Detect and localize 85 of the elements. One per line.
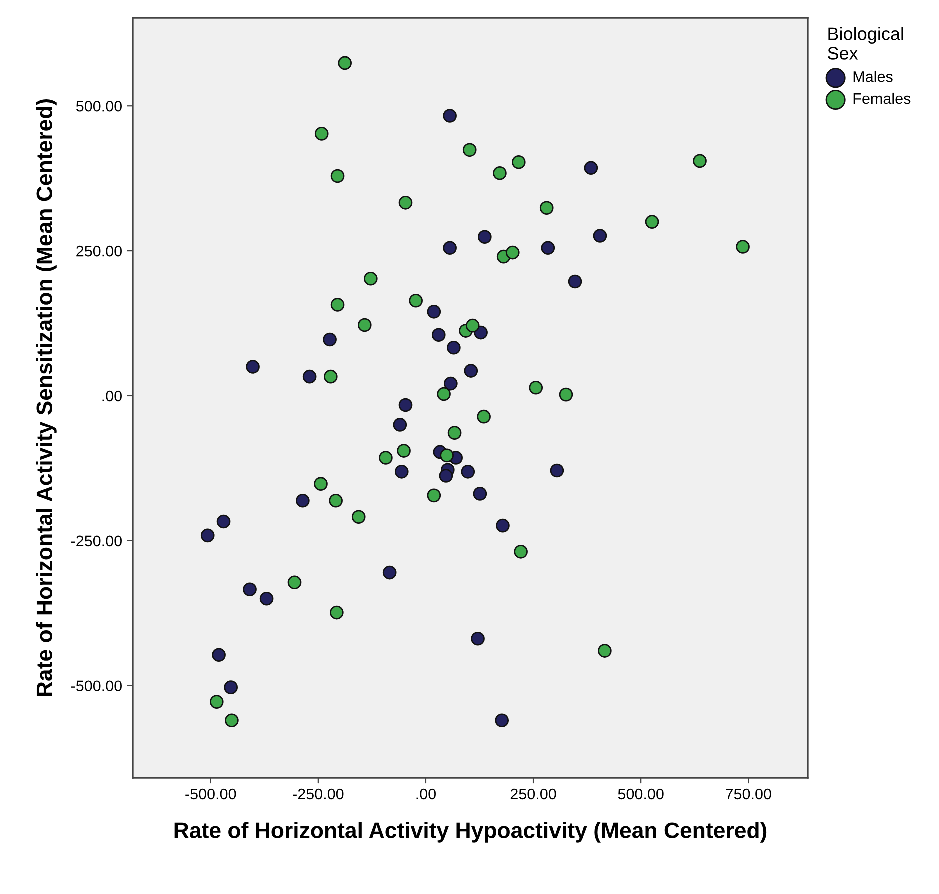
- x-tick-label: -250.00: [293, 788, 344, 800]
- point: [330, 169, 345, 184]
- x-tick-label: .00: [416, 788, 436, 800]
- point: [224, 680, 238, 694]
- y-tick-label: .00: [102, 390, 122, 402]
- point: [210, 695, 224, 709]
- point: [394, 465, 409, 479]
- x-tick-label: 750.00: [726, 788, 772, 800]
- point: [296, 494, 310, 508]
- y-tick-label: 500.00: [76, 100, 122, 112]
- legend-label: Females: [854, 92, 911, 104]
- x-tick-label: 500.00: [618, 788, 664, 800]
- point: [379, 451, 393, 465]
- point: [593, 229, 608, 243]
- point: [529, 380, 544, 395]
- y-tick-label: -500.00: [71, 680, 122, 692]
- point: [645, 215, 660, 229]
- x-tick-label: -500.00: [186, 788, 236, 800]
- point: [352, 510, 366, 524]
- point: [314, 127, 329, 141]
- point: [364, 272, 378, 286]
- point: [323, 332, 337, 347]
- point: [559, 388, 574, 402]
- point: [477, 410, 491, 424]
- point: [302, 370, 317, 384]
- point: [693, 154, 707, 168]
- point: [212, 648, 226, 662]
- point: [736, 240, 750, 254]
- point: [493, 166, 507, 180]
- point: [314, 477, 328, 491]
- point: [330, 298, 345, 312]
- point: [427, 305, 442, 319]
- point: [506, 246, 520, 260]
- point: [440, 448, 454, 463]
- x-tick-label: 250.00: [510, 788, 556, 800]
- y-tick-label: 250.00: [76, 246, 122, 257]
- point: [437, 387, 451, 402]
- point: [443, 109, 457, 123]
- legend-label: Males: [854, 71, 893, 82]
- point: [398, 196, 413, 210]
- point: [461, 465, 476, 479]
- point: [514, 545, 528, 559]
- point: [443, 241, 457, 256]
- point: [324, 370, 338, 384]
- legend-title: Biological Sex: [828, 27, 904, 60]
- point: [447, 340, 461, 355]
- point: [496, 518, 510, 533]
- point: [473, 487, 488, 501]
- point: [598, 644, 612, 658]
- point: [382, 566, 397, 580]
- y-tick-label: -250.00: [71, 536, 122, 547]
- y-axis-title: Rate of Horizontal Activity Sensitization (Mean Centered): [36, 99, 57, 696]
- point: [478, 230, 492, 244]
- point: [260, 592, 274, 606]
- point: [448, 426, 462, 440]
- point: [444, 376, 458, 391]
- point: [243, 582, 257, 596]
- point: [393, 418, 408, 432]
- x-axis-title: Rate of Horizontal Activity Hypoactivity (Mean Centered): [174, 822, 767, 843]
- point: [398, 398, 413, 412]
- point: [330, 606, 344, 620]
- point: [329, 494, 343, 508]
- point: [397, 444, 411, 458]
- point: [409, 294, 423, 308]
- point: [427, 488, 442, 503]
- point: [338, 56, 352, 70]
- point: [439, 469, 454, 483]
- point: [540, 201, 554, 216]
- point: [358, 318, 372, 332]
- point: [462, 143, 477, 158]
- point: [568, 274, 582, 289]
- point: [550, 464, 564, 478]
- point: [216, 514, 231, 529]
- point: [512, 155, 526, 170]
- point: [225, 714, 239, 728]
- point: [288, 576, 302, 590]
- point: [584, 161, 598, 176]
- point: [246, 360, 260, 374]
- point: [495, 714, 510, 728]
- point: [200, 528, 215, 543]
- point: [432, 328, 446, 342]
- point: [541, 241, 556, 256]
- point: [464, 364, 478, 378]
- point: [471, 632, 485, 646]
- point: [466, 318, 480, 333]
